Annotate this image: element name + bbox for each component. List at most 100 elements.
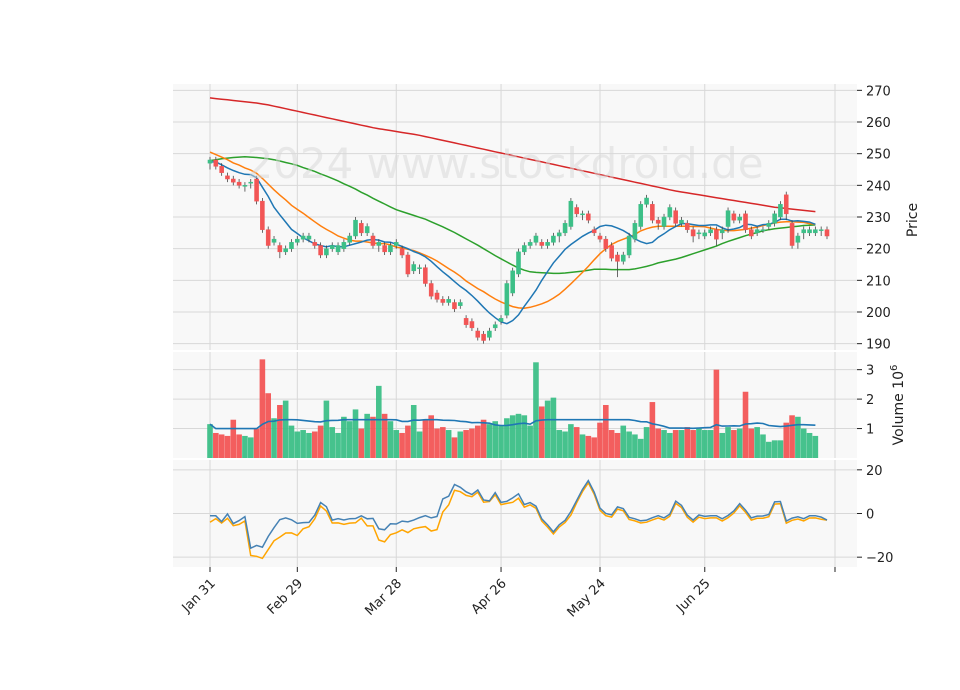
volume-bar — [672, 430, 679, 458]
candle-body — [405, 254, 411, 275]
candle-body — [353, 219, 358, 237]
candle-body — [260, 200, 265, 230]
volume-bar — [381, 413, 388, 458]
candle-body — [714, 229, 719, 240]
volume-bar — [719, 432, 726, 458]
volume-bar — [568, 424, 574, 458]
candle-body — [522, 245, 527, 253]
candle-body — [597, 235, 603, 240]
candle-body — [428, 283, 434, 297]
volume-ma-line — [209, 418, 816, 430]
volume-bar — [329, 427, 336, 458]
volume-bar — [445, 430, 452, 458]
candle-body — [277, 245, 283, 253]
volume-bar — [684, 427, 691, 458]
indicator-ytick-label: 20 — [866, 464, 883, 479]
volume-bar — [678, 430, 685, 458]
candle-body — [265, 229, 271, 246]
volume-bar — [247, 437, 254, 458]
volume-bar — [573, 427, 580, 458]
candle-body — [335, 245, 341, 253]
candle-body — [417, 267, 422, 269]
candle-body — [795, 235, 801, 243]
price-panel: 190 200 210 220 230 240 250 260 270 — [173, 84, 891, 353]
volume-bar — [742, 391, 749, 458]
candle-body — [207, 159, 213, 164]
candle-body — [213, 159, 219, 167]
candle-body — [638, 204, 644, 227]
price-ytick-label: 270 — [866, 84, 891, 99]
candle-body — [434, 292, 440, 300]
volume-bar — [405, 425, 411, 458]
volume-label-exponent: 6 — [889, 365, 900, 371]
candle-body — [615, 254, 620, 262]
volume-axis-label: Volume 106 — [889, 365, 907, 446]
volume-bar — [370, 416, 376, 458]
volume-bar — [783, 422, 790, 458]
volume-bar — [376, 385, 382, 458]
candle-body — [295, 238, 300, 243]
candle-body — [743, 213, 748, 230]
candle-body — [725, 210, 731, 227]
volume-bar — [521, 415, 528, 458]
candle-body — [568, 200, 574, 227]
candle-body — [271, 238, 277, 243]
volume-bar — [259, 359, 266, 458]
candle-body — [516, 251, 521, 275]
volume-bar — [632, 434, 638, 458]
candle-body — [632, 223, 638, 240]
volume-bar — [364, 413, 370, 458]
volume-bar — [352, 409, 359, 458]
candle-body — [219, 166, 224, 173]
candle-body — [626, 235, 632, 256]
candle-body — [300, 235, 306, 240]
indicator-blue-line — [209, 479, 828, 550]
price-ytick-label: 200 — [866, 306, 891, 321]
candle-body — [551, 235, 556, 243]
volume-bar — [533, 362, 539, 458]
volume-bar — [358, 428, 365, 458]
candle-body — [679, 219, 684, 224]
volume-bar — [515, 413, 522, 458]
volume-bar — [393, 430, 400, 458]
candle-body — [708, 229, 713, 234]
volume-bar — [538, 406, 545, 458]
volume-bar — [457, 431, 464, 458]
volume-bar — [748, 428, 755, 458]
price-ytick-label: 230 — [866, 211, 891, 226]
volume-bar — [335, 432, 341, 458]
volume-bar — [434, 428, 440, 458]
volume-label-base: Volume 10 — [891, 371, 907, 445]
candle-body — [824, 229, 830, 237]
volume-bar — [387, 421, 394, 458]
candle-body — [463, 318, 469, 325]
candle-body — [481, 333, 486, 341]
candle-body — [749, 229, 754, 237]
candle-body — [655, 219, 661, 224]
volume-bar — [800, 428, 807, 458]
candle-body — [318, 245, 323, 256]
volume-bar — [306, 432, 312, 458]
candle-body — [801, 229, 807, 234]
volume-bar — [765, 441, 772, 458]
candle-body — [312, 242, 318, 246]
volume-ytick-label: 1 — [866, 423, 874, 438]
candle-body — [754, 229, 760, 234]
volume-bar — [265, 393, 272, 458]
volume-bar — [288, 425, 295, 458]
indicator-ytick-label: 0 — [866, 508, 874, 523]
volume-bar — [713, 369, 720, 458]
candle-body — [324, 248, 329, 256]
volume-bar — [649, 402, 656, 458]
volume-bar — [224, 435, 231, 458]
candle-body — [818, 229, 824, 231]
candle-body — [248, 181, 254, 184]
price-ytick-label: 250 — [866, 148, 891, 163]
volume-bar — [701, 430, 708, 458]
volume-bar — [282, 400, 289, 458]
volume-bar — [637, 438, 644, 458]
candle-body — [475, 330, 481, 338]
volume-bar — [317, 425, 324, 458]
volume-bar — [410, 405, 417, 458]
candle-body — [347, 235, 352, 243]
